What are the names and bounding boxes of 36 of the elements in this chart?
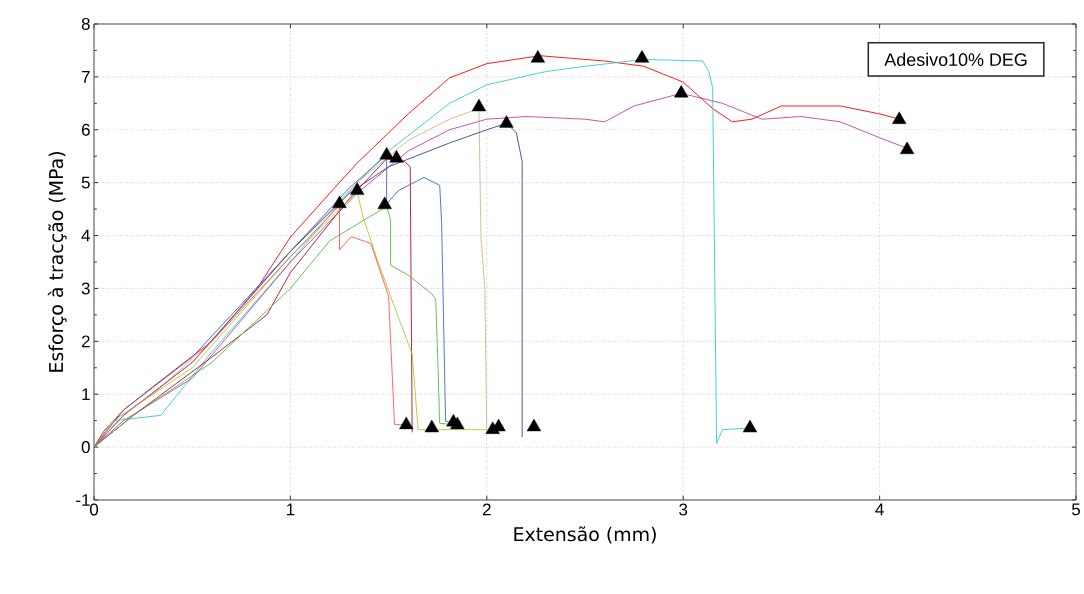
x-axis-title: Extensão (mm) [514, 526, 656, 544]
y-tick-label: 8 [81, 17, 90, 30]
y-tick-label: 7 [81, 71, 90, 83]
point [892, 111, 907, 124]
point [530, 50, 545, 63]
point [350, 182, 365, 195]
point [634, 50, 650, 63]
x-tick-label: 4 [875, 503, 884, 516]
point [742, 419, 758, 433]
y-tick-label: 0 [81, 441, 90, 454]
y-tick-label: -1 [76, 494, 90, 506]
point [674, 85, 689, 98]
x-tick-label: 2 [482, 503, 491, 516]
point [526, 418, 542, 432]
y-tick-label: 6 [81, 123, 90, 136]
x-tick-label: 0 [89, 503, 99, 516]
point [471, 98, 487, 112]
y-tick-label: 4 [81, 229, 90, 242]
x-tick-label: 5 [1071, 503, 1080, 516]
point [450, 416, 465, 430]
point [424, 419, 439, 433]
y-tick-label: 2 [81, 335, 90, 348]
x-tick-label: 3 [679, 503, 688, 516]
point [379, 146, 394, 160]
point [332, 195, 347, 209]
point [499, 115, 514, 128]
point [377, 196, 392, 210]
x-tick-label: 1 [287, 503, 295, 516]
y-axis-title: Esforço à tracção (MPa) [47, 152, 67, 372]
annotation: Adesivo10% DEG [884, 52, 1027, 66]
y-tick-label: 5 [81, 176, 90, 189]
y-tick-label: 3 [81, 282, 90, 295]
point [399, 416, 414, 430]
point [389, 150, 404, 163]
y-tick-label: 1 [82, 388, 90, 401]
point [899, 141, 915, 155]
